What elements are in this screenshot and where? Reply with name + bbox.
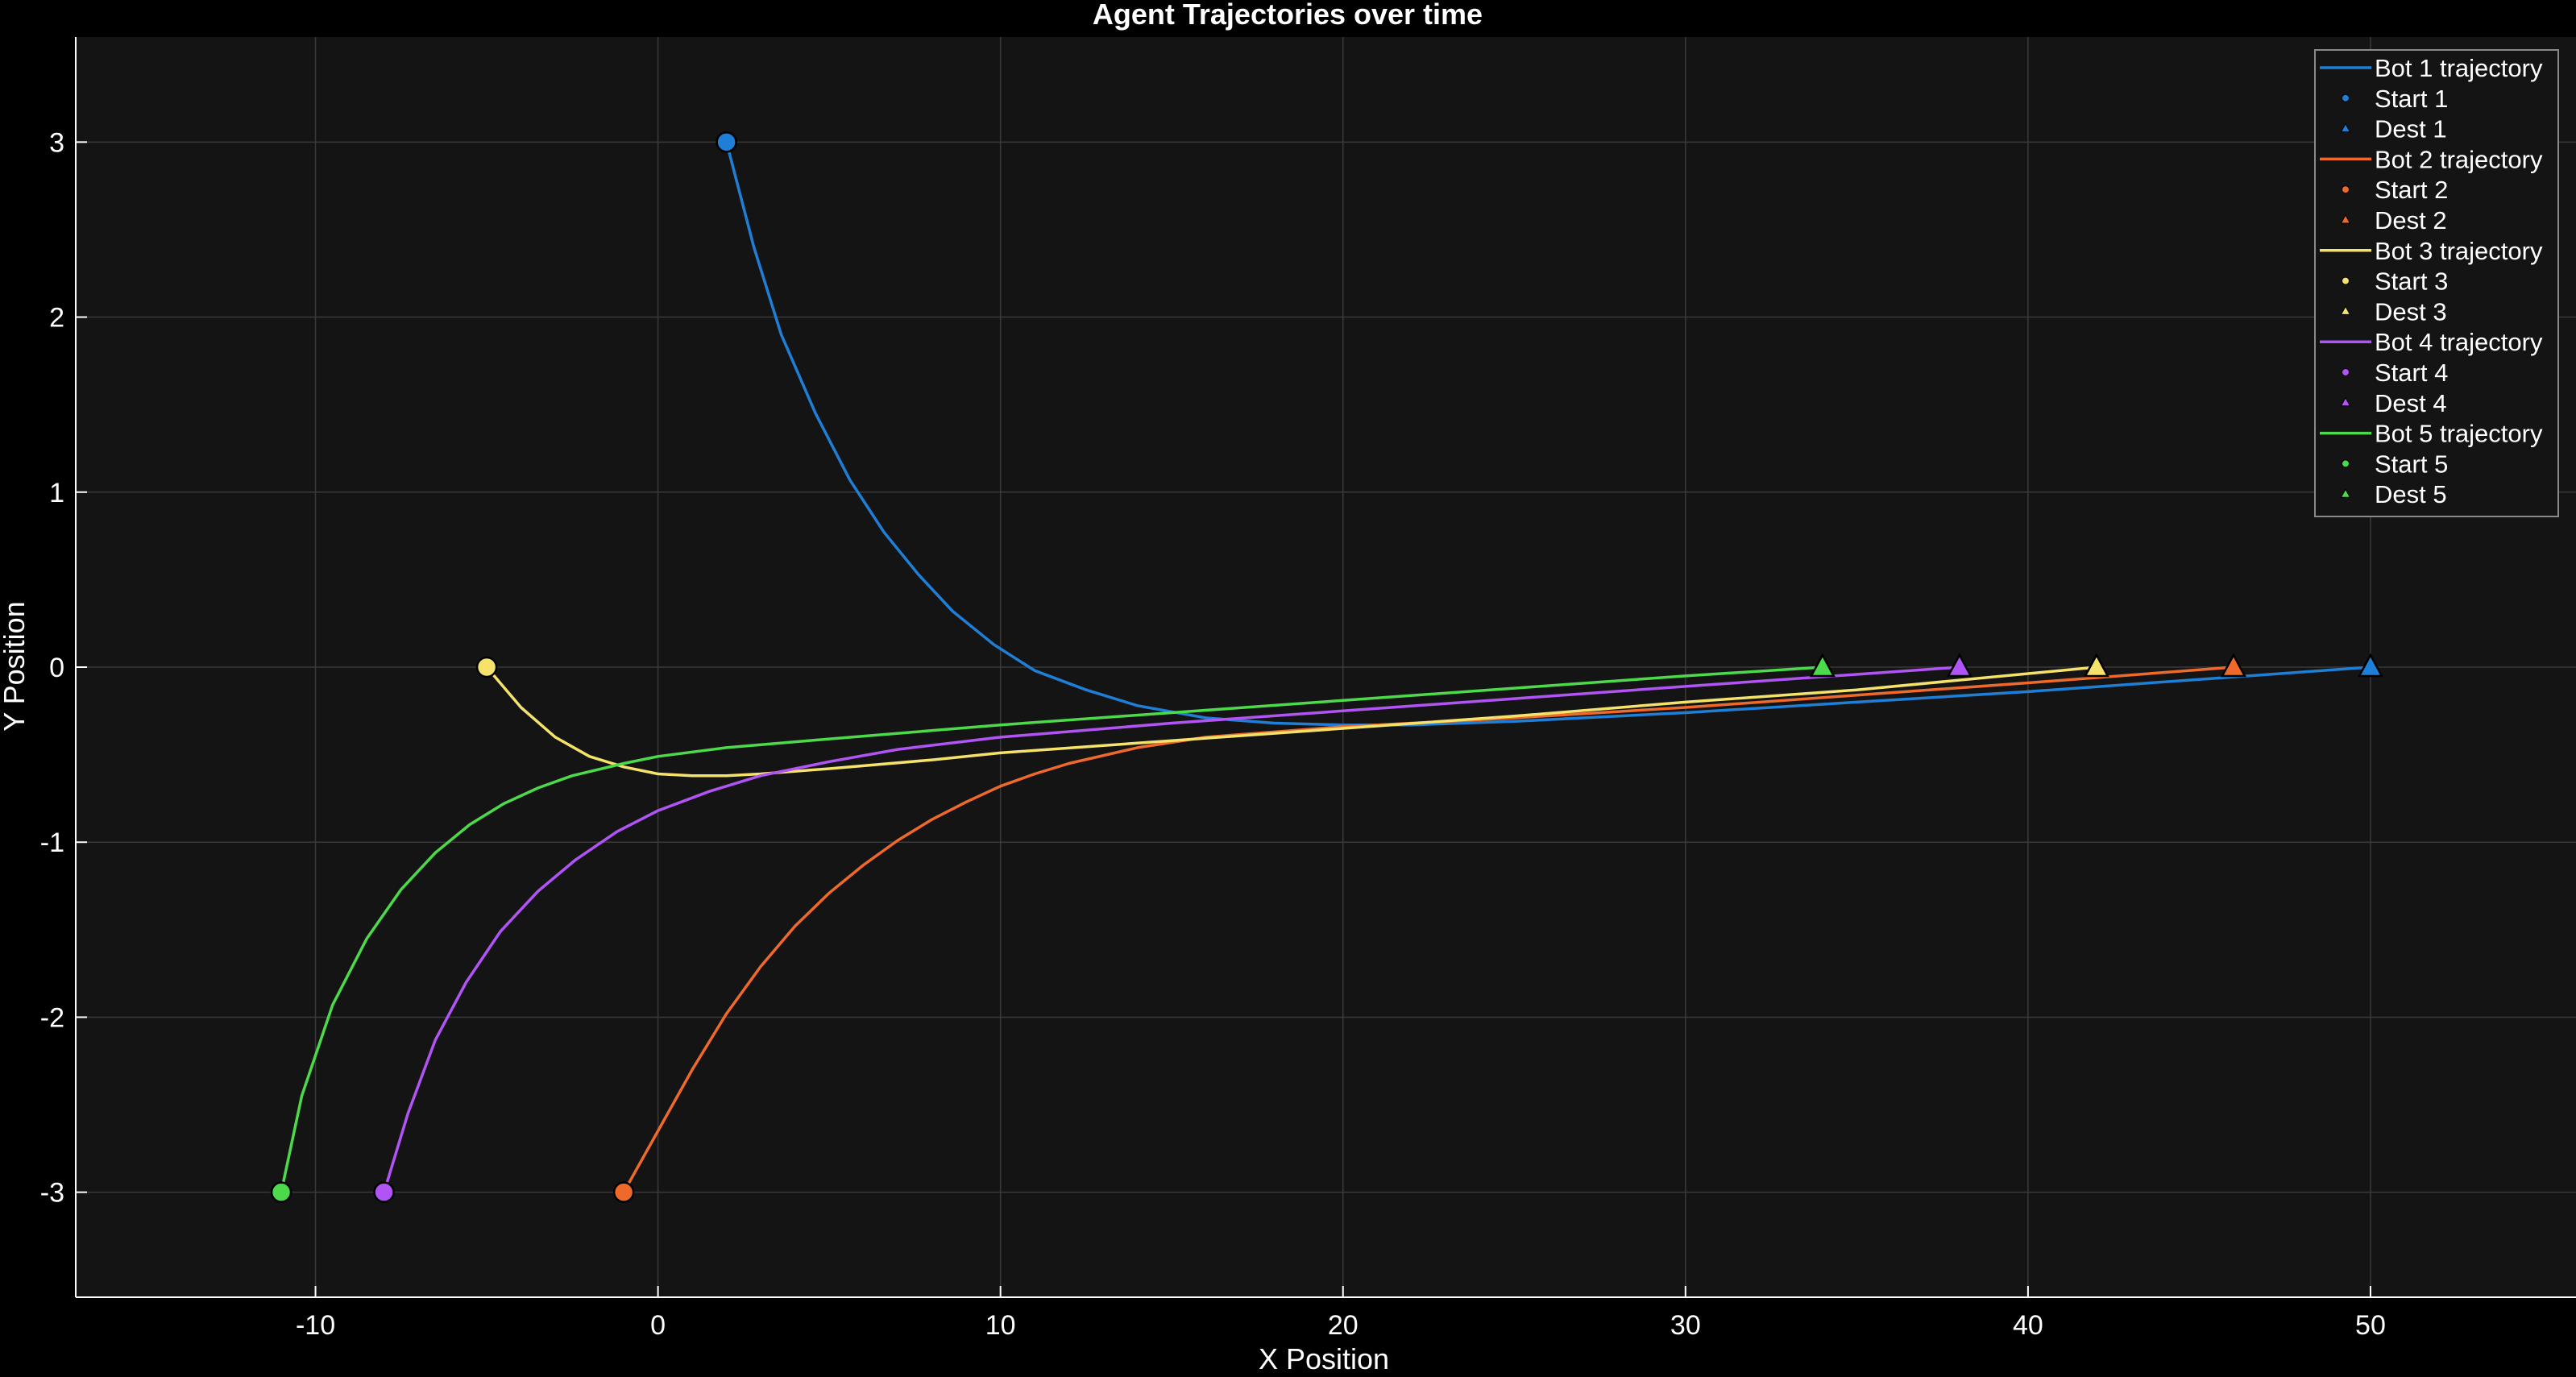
series-layer [280, 140, 2372, 1194]
legend-start-swatch-3 [2342, 276, 2350, 285]
start-marker-3 [475, 656, 498, 678]
legend-label: Start 5 [2375, 450, 2448, 478]
chart-title: Agent Trajectories over time [1093, 0, 1483, 31]
legend-start-swatch-4 [2342, 368, 2350, 376]
x-tick-label: 50 [2355, 1310, 2386, 1341]
series-line-bot-5 [280, 666, 1824, 1194]
y-tick-label: 0 [49, 653, 64, 683]
y-tick-label: 1 [49, 478, 64, 508]
legend-dest-swatch-4 [2340, 396, 2351, 407]
y-tick-label: -2 [40, 1002, 64, 1033]
y-axis-label: Y Position [0, 601, 31, 731]
legend-dest-swatch-3 [2340, 305, 2351, 315]
x-tick-label: 40 [2013, 1310, 2043, 1341]
series-line-bot-4 [382, 666, 1961, 1194]
legend-label: Start 2 [2375, 176, 2448, 204]
x-tick-label: 10 [985, 1310, 1016, 1341]
y-tick-label: -3 [40, 1178, 64, 1209]
x-tick-label: 30 [1670, 1310, 1701, 1341]
legend-label: Bot 1 trajectory [2375, 54, 2543, 82]
x-tick-label: -10 [296, 1310, 335, 1341]
y-tick-label: -1 [40, 827, 64, 858]
legend-start-swatch-5 [2342, 459, 2350, 468]
legend-dest-swatch-5 [2340, 488, 2351, 498]
legend-label: Dest 5 [2375, 480, 2447, 508]
series-line-bot-1 [724, 140, 2372, 727]
series-line-bot-2 [622, 666, 2235, 1194]
start-marker-1 [716, 131, 737, 153]
series-line-bot-3 [485, 666, 2098, 778]
dest-marker-5 [1809, 653, 1836, 678]
dest-marker-1 [2357, 653, 2384, 678]
x-tick-label: 20 [1328, 1310, 1359, 1341]
start-marker-5 [270, 1181, 292, 1203]
legend-start-swatch-1 [2342, 93, 2350, 102]
legend-dest-swatch-1 [2340, 122, 2351, 133]
legend-label: Start 1 [2375, 85, 2448, 113]
legend-label: Dest 2 [2375, 206, 2447, 234]
legend-label: Start 4 [2375, 359, 2448, 387]
legend-dest-swatch-2 [2340, 214, 2351, 224]
start-marker-4 [373, 1181, 395, 1203]
legend-box [2314, 49, 2559, 517]
legend-start-swatch-2 [2342, 185, 2350, 194]
dest-marker-2 [2220, 653, 2247, 678]
legend-label: Bot 4 trajectory [2375, 328, 2543, 356]
dest-marker-4 [1946, 653, 1972, 678]
legend-label: Bot 5 trajectory [2375, 420, 2543, 448]
x-axis-label: X Position [1259, 1342, 1389, 1373]
legend-label: Bot 2 trajectory [2375, 145, 2543, 173]
start-marker-2 [612, 1181, 635, 1203]
legend-label: Dest 1 [2375, 115, 2447, 143]
x-tick-label: 0 [650, 1310, 666, 1341]
dest-marker-3 [2083, 653, 2109, 678]
legend-label: Start 3 [2375, 268, 2448, 296]
legend-label: Dest 3 [2375, 297, 2447, 326]
legend-label: Bot 3 trajectory [2375, 237, 2543, 265]
legend-label: Dest 4 [2375, 389, 2447, 417]
y-tick-label: 3 [49, 127, 64, 158]
y-tick-label: 2 [49, 303, 64, 334]
marker-layer [270, 131, 2384, 1203]
